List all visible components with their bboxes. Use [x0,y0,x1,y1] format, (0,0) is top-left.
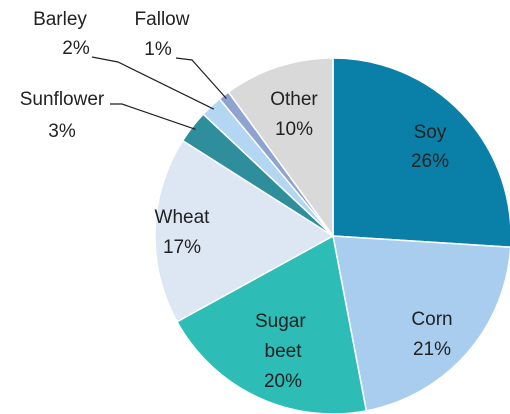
slice-value-label: 1% [144,39,172,60]
slice-label: Sugar beet [255,311,311,362]
slice-label: Other [270,89,318,110]
leader-line [110,103,196,130]
slice-label: Soy [414,122,447,143]
label-line: beet [265,341,303,362]
slice-value-label: 10% [275,119,313,140]
slice-label: Corn [411,309,452,330]
slice-value-label: 21% [413,339,451,360]
slice-value-label: 3% [48,121,76,142]
pie-slice [227,57,334,239]
slice-value-label: 26% [411,151,449,172]
label-line: Sugar [255,311,311,332]
slice-label: Fallow [135,9,190,30]
slice-label: Wheat [155,207,211,228]
pie-slice [332,57,510,248]
leader-line [175,57,227,99]
slice-label: Barley [33,9,87,30]
slice-value-label: 2% [62,38,90,59]
slice-value-label: 20% [264,371,302,392]
leader-line [91,56,215,110]
slice-value-label: 17% [163,237,201,258]
slice-label: Sunflower [20,89,105,110]
pie-slice [332,235,510,412]
pie-slice [154,139,335,323]
